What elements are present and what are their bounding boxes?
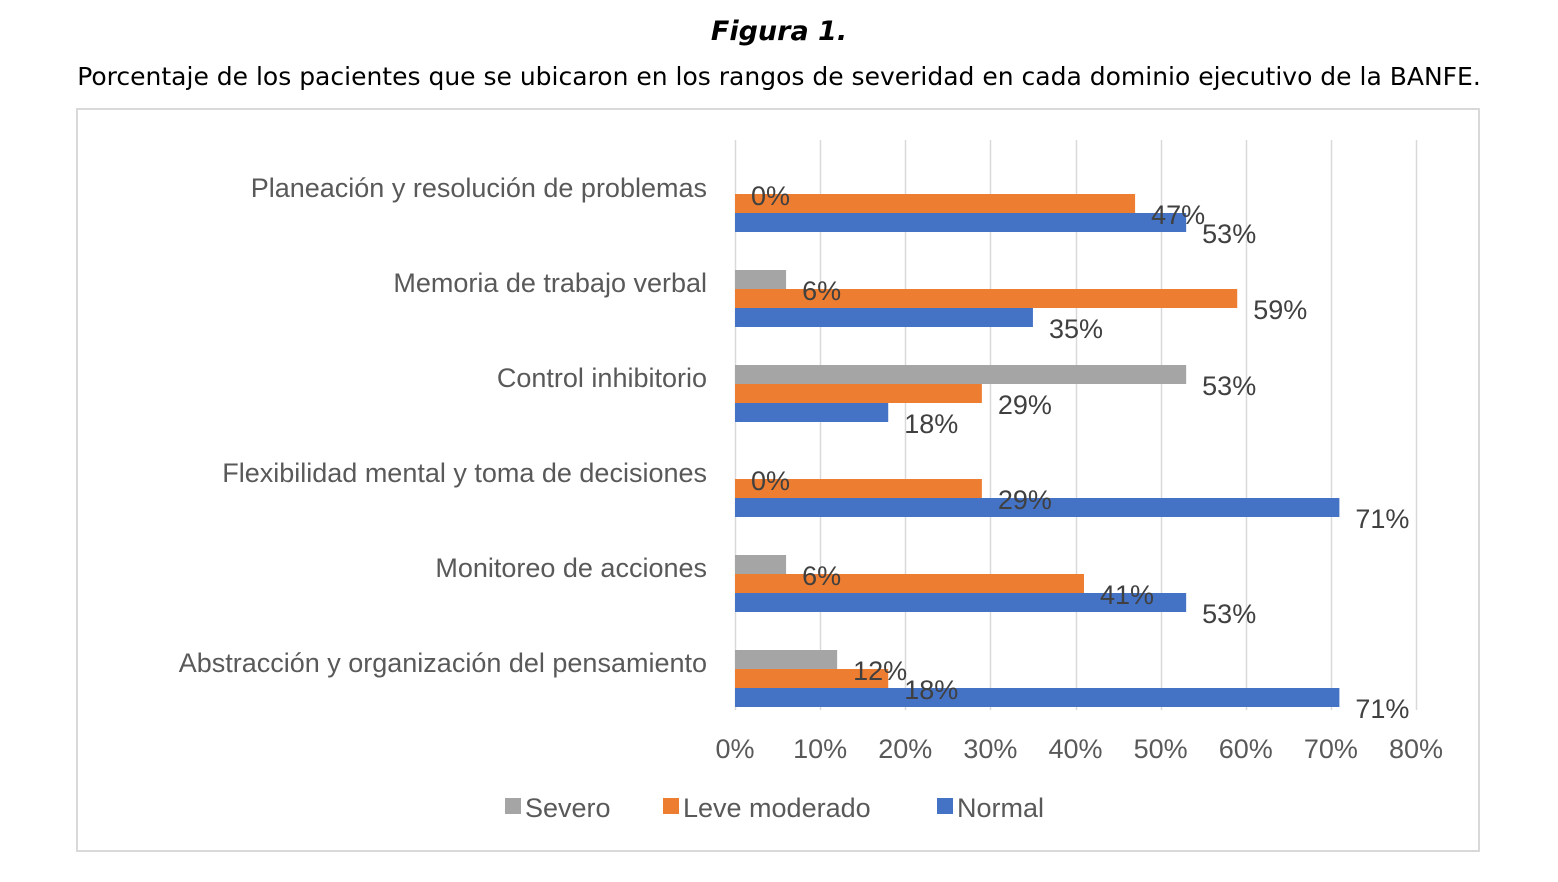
figure-label: Figura 1.: [710, 16, 848, 47]
data-label: 0%: [751, 181, 790, 211]
gridlines: [734, 140, 1418, 710]
bar-leve-moderado: [735, 479, 982, 498]
category-label: Control inhibitorio: [497, 363, 707, 393]
legend-label: Normal: [957, 793, 1044, 823]
data-label: 6%: [802, 276, 841, 306]
figure-title: Porcentaje de los pacientes que se ubica…: [77, 62, 1481, 91]
x-axis-ticks: 0% 10% 20% 30% 40% 50% 60% 70% 80%: [715, 734, 1443, 764]
bar-normal: [735, 308, 1033, 327]
x-tick-label: 10%: [793, 734, 847, 764]
data-labels: 0%47%53%6%59%35%53%29%18%0%29%71%6%41%53…: [751, 181, 1409, 724]
bar-leve-moderado: [735, 289, 1238, 308]
category-label: Planeación y resolución de problemas: [251, 173, 707, 203]
data-label: 53%: [1202, 599, 1256, 629]
bar-severo: [735, 270, 787, 289]
legend-swatch: [937, 798, 953, 814]
data-label: 41%: [1100, 580, 1154, 610]
bar-severo: [735, 650, 838, 669]
x-tick-label: 30%: [963, 734, 1017, 764]
data-label: 47%: [1151, 200, 1205, 230]
data-label: 35%: [1049, 314, 1103, 344]
bar-normal: [735, 593, 1187, 612]
x-tick-label: 60%: [1219, 734, 1273, 764]
bar-leve-moderado: [735, 384, 982, 403]
bar-severo: [735, 365, 1187, 384]
bar-normal: [735, 213, 1187, 232]
category-label: Flexibilidad mental y toma de decisiones: [222, 458, 707, 488]
bar-normal: [735, 403, 889, 422]
data-label: 18%: [904, 409, 958, 439]
x-tick-label: 40%: [1048, 734, 1102, 764]
data-label: 71%: [1355, 694, 1409, 724]
bar-leve-moderado: [735, 574, 1085, 593]
data-label: 53%: [1202, 219, 1256, 249]
data-label: 71%: [1355, 504, 1409, 534]
legend: Severo Leve moderado Normal: [505, 793, 1044, 823]
data-label: 12%: [853, 656, 907, 686]
category-label: Memoria de trabajo verbal: [393, 268, 707, 298]
x-tick-label: 0%: [715, 734, 754, 764]
chart-frame: [76, 108, 1480, 852]
data-label: 18%: [904, 675, 958, 705]
category-labels: Planeación y resolución de problemas Memo…: [179, 173, 707, 678]
data-label: 6%: [802, 561, 841, 591]
x-tick-label: 50%: [1134, 734, 1188, 764]
bar-leve-moderado: [735, 194, 1136, 213]
category-label: Abstracción y organización del pensamien…: [179, 648, 707, 678]
legend-swatch: [663, 798, 679, 814]
bar-normal: [735, 688, 1340, 707]
data-label: 29%: [998, 390, 1052, 420]
legend-label: Severo: [525, 793, 611, 823]
data-label: 53%: [1202, 371, 1256, 401]
x-tick-label: 20%: [878, 734, 932, 764]
bar-normal: [735, 498, 1340, 517]
x-tick-label: 70%: [1304, 734, 1358, 764]
legend-label: Leve moderado: [683, 793, 871, 823]
bar-severo: [735, 555, 787, 574]
data-label: 59%: [1253, 295, 1307, 325]
data-label: 29%: [998, 485, 1052, 515]
data-label: 0%: [751, 466, 790, 496]
legend-swatch: [505, 798, 521, 814]
category-label: Monitoreo de acciones: [435, 553, 707, 583]
bar-leve-moderado: [735, 669, 889, 688]
bars: [735, 194, 1340, 707]
x-tick-label: 80%: [1389, 734, 1443, 764]
